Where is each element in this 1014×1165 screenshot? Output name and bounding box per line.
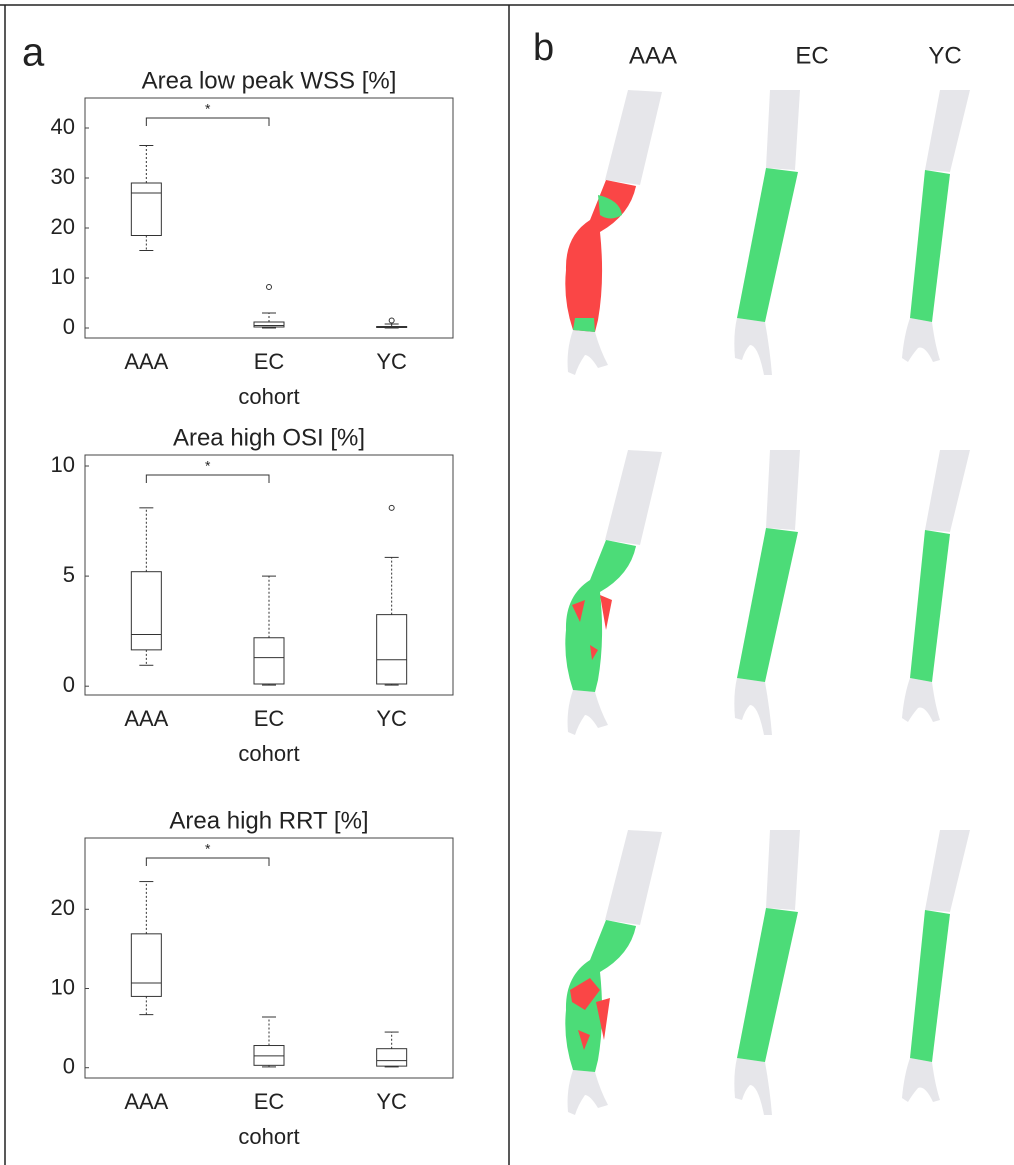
column-label: EC	[795, 42, 828, 69]
y-tick-label: 10	[51, 974, 75, 999]
y-tick-label: 0	[63, 672, 75, 697]
x-tick-label: EC	[254, 1089, 285, 1114]
y-tick-label: 40	[51, 114, 75, 139]
plot-frame	[84, 837, 454, 1079]
x-tick-label: AAA	[124, 349, 168, 374]
x-tick-label: YC	[376, 706, 407, 731]
box	[253, 637, 285, 685]
outlier	[266, 284, 272, 290]
significance-bracket	[145, 474, 270, 483]
plot-frame	[84, 454, 454, 696]
y-tick-label: 0	[63, 314, 75, 339]
x-axis-label: cohort	[238, 741, 299, 766]
significance-label: *	[205, 841, 211, 857]
outlier	[388, 504, 395, 511]
significance-bracket	[145, 857, 270, 866]
column-label: AAA	[629, 42, 677, 69]
x-tick-label: YC	[376, 349, 407, 374]
y-tick-label: 30	[51, 164, 75, 189]
vessel-row	[565, 830, 970, 1115]
box	[376, 1048, 408, 1067]
column-label: YC	[928, 42, 961, 69]
box	[253, 321, 285, 328]
box	[130, 571, 162, 651]
chart-title: Area high RRT [%]	[169, 807, 368, 834]
y-tick-label: 20	[51, 895, 75, 920]
y-tick-label: 20	[51, 214, 75, 239]
panel-label: b	[533, 27, 554, 69]
box	[376, 614, 408, 685]
vessel-row	[565, 450, 970, 735]
significance-bracket	[145, 117, 270, 126]
y-tick-label: 5	[63, 562, 75, 587]
y-tick-label: 10	[51, 264, 75, 289]
x-tick-label: AAA	[124, 706, 168, 731]
x-axis-label: cohort	[238, 1124, 299, 1149]
chart-title: Area low peak WSS [%]	[142, 67, 397, 94]
panel-label: a	[22, 31, 45, 75]
y-tick-label: 0	[63, 1054, 75, 1079]
x-axis-label: cohort	[238, 384, 299, 409]
outlier	[388, 317, 395, 324]
significance-label: *	[205, 101, 211, 117]
x-tick-label: AAA	[124, 1089, 168, 1114]
significance-label: *	[205, 458, 211, 474]
vessel-row	[565, 90, 970, 375]
box	[130, 182, 162, 236]
x-tick-label: EC	[254, 706, 285, 731]
y-tick-label: 10	[51, 452, 75, 477]
plot-frame	[84, 97, 454, 339]
x-tick-label: EC	[254, 349, 285, 374]
chart-title: Area high OSI [%]	[173, 424, 365, 451]
box	[130, 933, 162, 997]
x-tick-label: YC	[376, 1089, 407, 1114]
